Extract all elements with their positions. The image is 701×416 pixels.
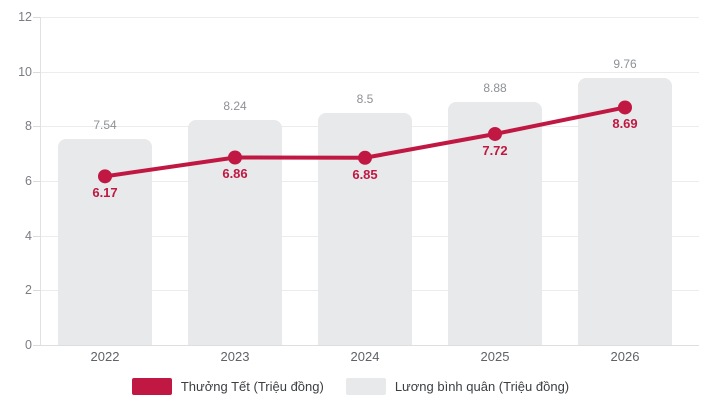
line-point-2022[interactable] (98, 169, 112, 184)
line-point-2023[interactable] (228, 150, 242, 165)
line-point-2024[interactable] (358, 150, 372, 165)
gridline (40, 345, 699, 346)
y-axis-tick (33, 290, 40, 292)
gridline (40, 17, 699, 18)
y-axis-tick (33, 181, 40, 182)
y-tick-label: 10 (18, 64, 32, 79)
bar-value-label: 7.54 (93, 117, 117, 132)
legend-swatch-line (131, 378, 172, 395)
bar-value-label: 8.5 (356, 91, 374, 106)
x-tick-label-2022: 2022 (90, 349, 120, 364)
legend-item-bar[interactable]: Lương bình quân (Triệu đồng) (345, 378, 570, 395)
line-value-label: 6.17 (92, 185, 118, 201)
y-tick-label: 8 (25, 119, 32, 134)
y-tick-label: 4 (25, 228, 32, 243)
legend-label: Thưởng Tết (Triệu đồng) (180, 379, 324, 394)
y-axis-tick (33, 71, 40, 73)
line-value-label: 6.86 (222, 166, 248, 182)
legend: Thưởng Tết (Triệu đồng) Lương bình quân (… (0, 378, 701, 395)
y-tick-label: 6 (25, 174, 32, 188)
x-tick-label-2024: 2024 (350, 349, 380, 364)
line-value-label: 6.85 (352, 166, 378, 182)
y-axis-tick (33, 17, 40, 18)
y-axis-tick (33, 345, 40, 346)
bar-value-label: 8.24 (223, 98, 247, 113)
bar-value-label: 8.88 (483, 81, 507, 96)
y-axis-tick (33, 235, 40, 237)
y-axis-tick (33, 126, 40, 128)
legend-swatch-bar (345, 378, 386, 395)
y-tick-label: 2 (25, 283, 32, 298)
bar-value-label: 9.76 (613, 57, 637, 72)
line-point-2025[interactable] (488, 126, 502, 141)
y-tick-label: 0 (25, 338, 32, 352)
line-value-label: 7.72 (482, 142, 508, 158)
gridline (40, 71, 699, 73)
legend-label: Lương bình quân (Triệu đồng) (394, 379, 570, 394)
line-value-label: 8.69 (612, 116, 638, 132)
bar-2026[interactable] (578, 78, 672, 345)
x-tick-label-2026: 2026 (610, 349, 640, 364)
bar-2025[interactable] (448, 102, 542, 345)
y-axis-line (40, 17, 41, 345)
legend-item-line[interactable]: Thưởng Tết (Triệu đồng) (131, 378, 324, 395)
x-tick-label-2023: 2023 (220, 349, 250, 364)
line-point-2026[interactable] (618, 100, 632, 115)
y-tick-label: 12 (18, 10, 32, 24)
x-tick-label-2025: 2025 (480, 349, 510, 364)
